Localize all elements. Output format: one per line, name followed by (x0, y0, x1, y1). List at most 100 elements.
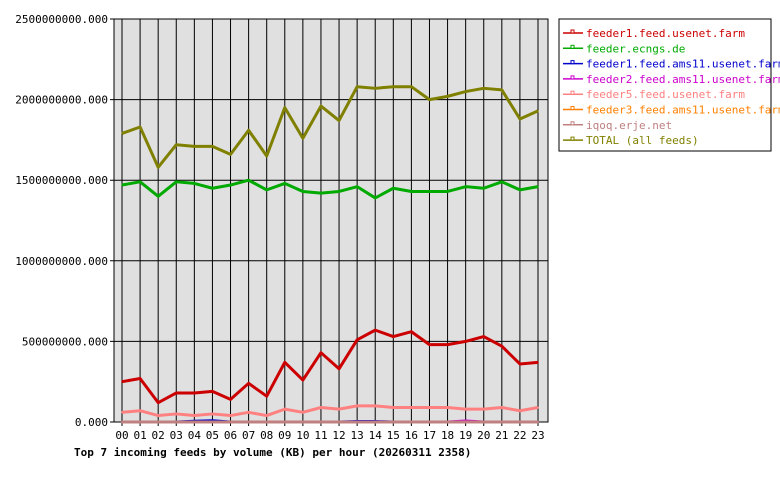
data-point (537, 361, 539, 364)
data-point (139, 126, 141, 128)
data-point (482, 421, 485, 423)
data-point (446, 421, 449, 423)
data-point (501, 406, 503, 409)
data-point (229, 153, 232, 156)
data-point (302, 421, 304, 423)
data-point (537, 421, 539, 423)
data-point (320, 192, 322, 194)
data-point (302, 411, 304, 414)
y-tick-label: 1000000000.000 (15, 255, 108, 268)
data-point (302, 190, 304, 193)
y-tick-label: 2000000000.000 (15, 94, 108, 107)
series-line-1 (121, 178, 539, 200)
x-tick-label: 12 (332, 429, 345, 442)
legend-marker (570, 106, 575, 110)
data-point (283, 408, 286, 410)
data-point (175, 181, 178, 183)
data-point (464, 340, 467, 343)
x-tick-label: 19 (459, 429, 472, 442)
data-point (428, 421, 431, 423)
legend-marker (570, 90, 575, 95)
x-tick-label: 03 (170, 429, 183, 442)
data-point (193, 392, 196, 394)
x-tick-label: 10 (296, 429, 309, 442)
data-point (157, 166, 159, 169)
chart-title: Top 7 incoming feeds by volume (KB) per … (74, 446, 471, 459)
data-point (229, 421, 232, 423)
plot-area (113, 18, 549, 423)
x-tick-label: 05 (206, 429, 219, 442)
data-point (229, 184, 232, 186)
data-point (175, 143, 178, 146)
data-point (139, 409, 141, 412)
data-point (211, 421, 214, 423)
data-point (247, 129, 250, 132)
x-tick-label: 20 (477, 429, 490, 442)
data-point (139, 181, 141, 183)
data-point (519, 409, 521, 412)
data-point (193, 414, 196, 417)
data-point (121, 411, 123, 414)
data-point (482, 187, 485, 190)
x-tick-label: 15 (387, 429, 400, 442)
data-point (410, 406, 413, 409)
y-tick-labels: 0.000 500000000.000 1000000000.000 15000000… (15, 13, 108, 429)
legend-box (558, 18, 772, 152)
y-tick-label: 0.000 (75, 416, 108, 429)
data-point (356, 185, 358, 188)
x-tick-label: 13 (351, 429, 364, 442)
data-point (519, 118, 521, 120)
data-point (302, 379, 304, 381)
data-point (320, 105, 322, 107)
data-point (193, 145, 196, 148)
data-point (229, 414, 232, 417)
legend-label: feeder.ecngs.de (586, 42, 685, 55)
x-tick-label: 04 (188, 429, 202, 442)
x-tick-label: 22 (513, 429, 526, 442)
data-point (157, 414, 159, 417)
data-point (229, 398, 232, 401)
data-point (265, 395, 268, 398)
x-tick-labels: 00 01 02 03 04 05 06 07 08 09 10 11 12 13 14 15 16 17 18 19… (115, 429, 544, 442)
x-tick-label: 07 (242, 429, 255, 442)
data-point (320, 351, 322, 354)
x-tick-label: 21 (495, 429, 508, 442)
data-point (446, 343, 449, 346)
data-point (501, 345, 503, 348)
data-point (392, 335, 395, 338)
data-point (501, 89, 503, 91)
data-point (283, 421, 286, 423)
y-tick-label: 1500000000.000 (15, 174, 108, 187)
series-line-7 (121, 85, 539, 169)
data-point (482, 335, 485, 338)
data-point (374, 197, 377, 199)
data-point (356, 338, 358, 341)
data-point (392, 187, 395, 190)
series-lines (121, 85, 539, 424)
data-point (265, 155, 268, 157)
x-tick-label: 02 (152, 429, 165, 442)
x-tick-label: 14 (369, 429, 383, 442)
legend-label: feeder1.feed.ams11.usenet.farm (586, 58, 780, 71)
data-point (464, 90, 467, 93)
data-point (501, 421, 503, 423)
data-point (356, 85, 358, 88)
data-point (338, 421, 340, 423)
y-tick-label: 2500000000.000 (15, 13, 108, 26)
data-point (211, 187, 214, 190)
x-tick-label: 01 (133, 429, 146, 442)
data-point (537, 406, 539, 409)
data-point (157, 195, 159, 198)
data-point (356, 405, 358, 407)
data-point (302, 137, 304, 140)
data-point (139, 377, 141, 380)
data-point (193, 182, 196, 185)
series-line-4 (121, 404, 539, 418)
x-tick-label: 16 (405, 429, 418, 442)
data-point (247, 382, 250, 385)
data-point (121, 421, 123, 423)
legend-label: feeder3.feed.ams11.usenet.farm (586, 104, 780, 117)
data-point (211, 145, 214, 148)
data-point (247, 421, 250, 423)
data-point (247, 179, 250, 181)
